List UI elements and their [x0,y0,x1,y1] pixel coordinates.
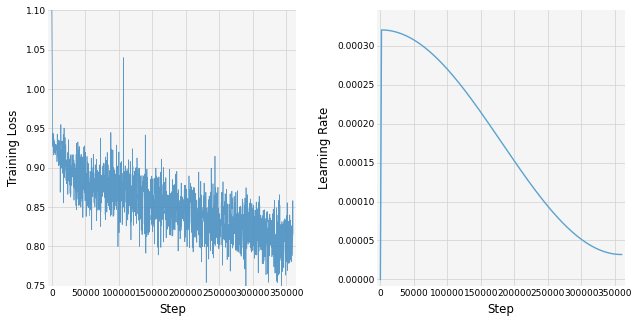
X-axis label: Step: Step [159,303,186,316]
Y-axis label: Training Loss: Training Loss [7,110,20,186]
X-axis label: Step: Step [488,303,515,316]
Y-axis label: Learning Rate: Learning Rate [318,107,332,189]
